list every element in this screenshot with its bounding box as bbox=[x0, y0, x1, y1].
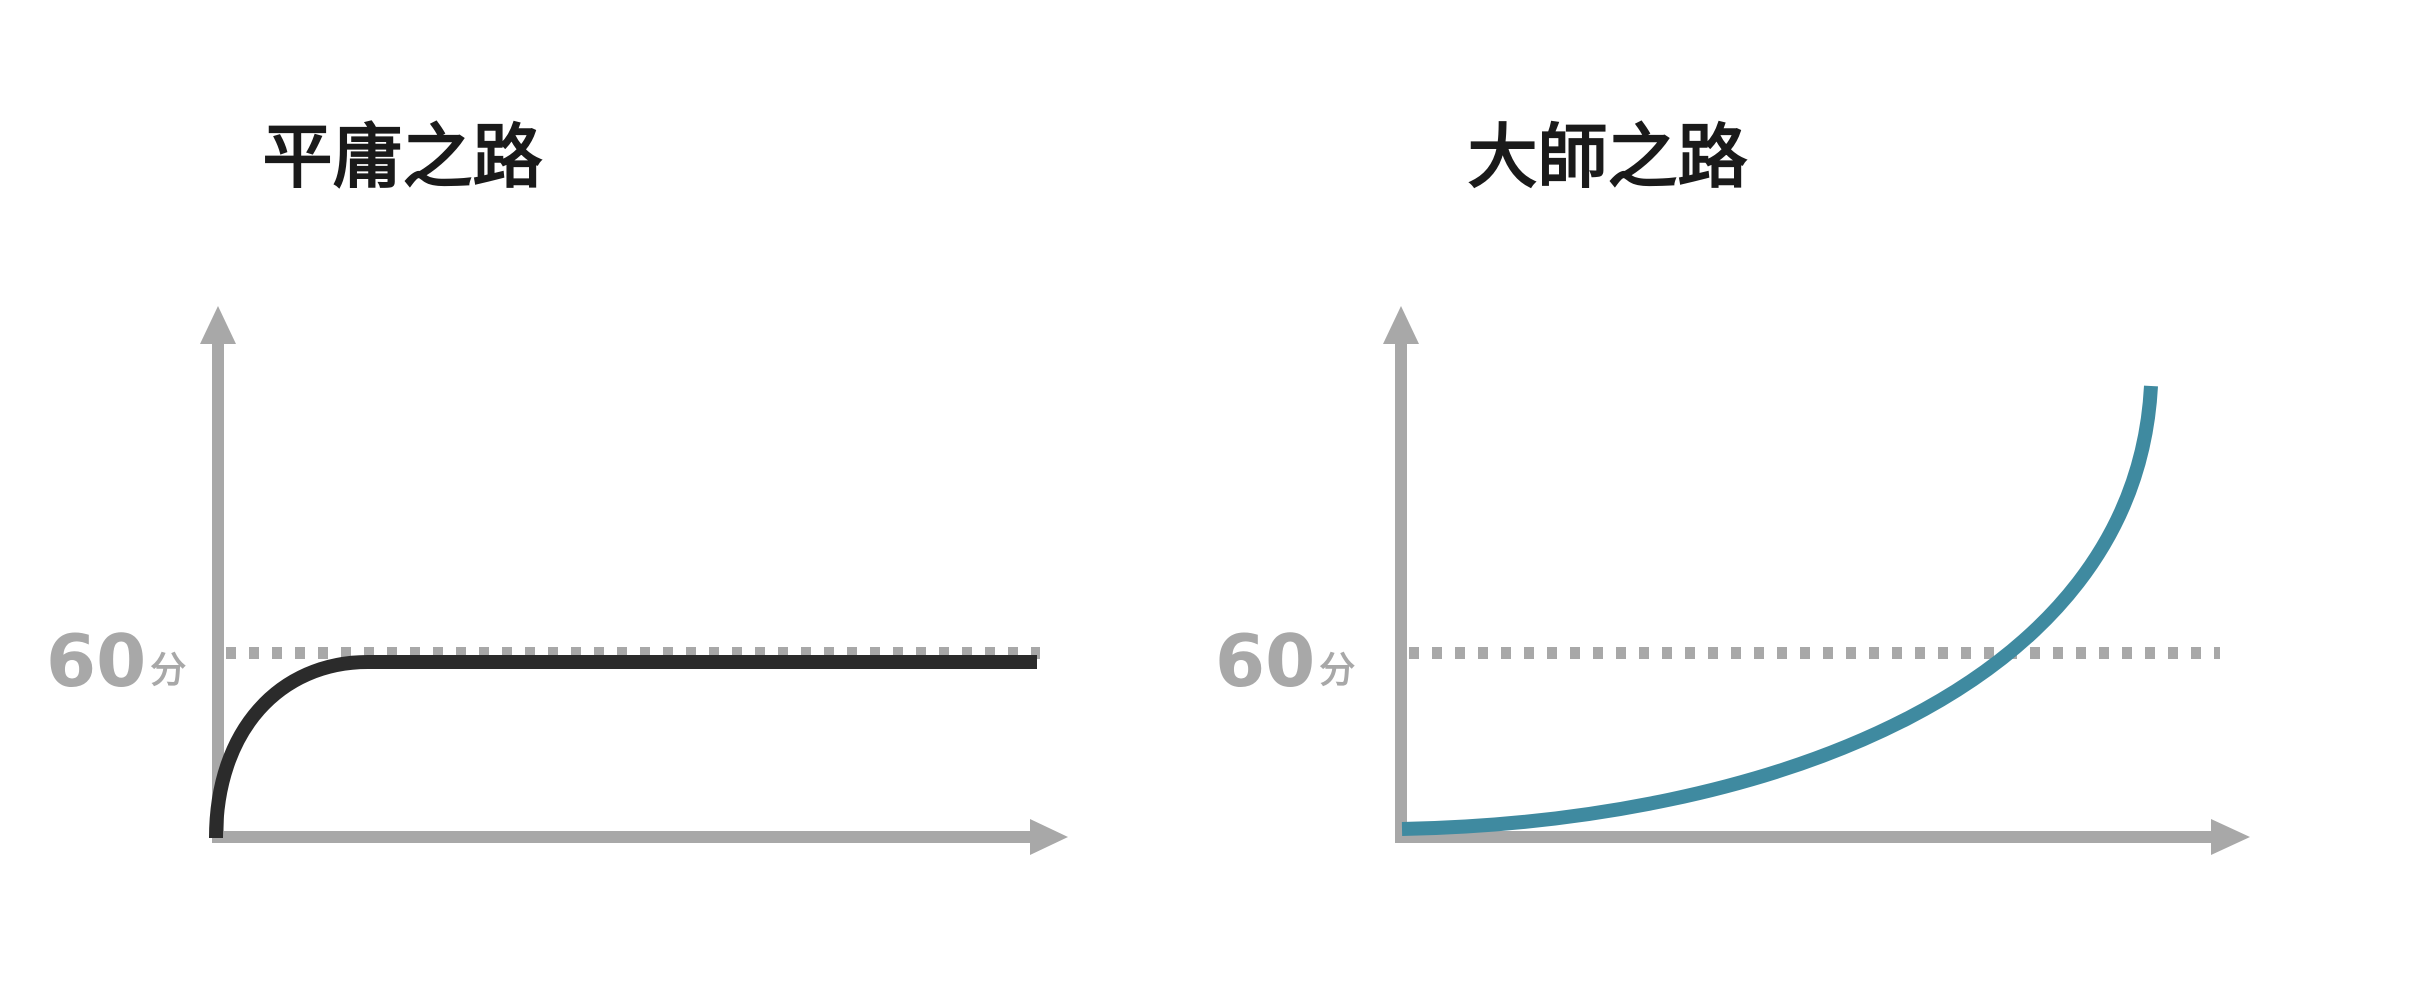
x-axis-arrow-icon bbox=[2211, 819, 2250, 855]
y-axis-arrow-icon bbox=[1383, 306, 1419, 344]
mediocre-path-panel: 平庸之路 60 分 bbox=[46, 116, 1068, 855]
threshold-value: 60 bbox=[46, 619, 146, 703]
master-curve bbox=[1401, 385, 2158, 836]
threshold-value: 60 bbox=[1215, 619, 1315, 703]
y-axis-arrow-icon bbox=[200, 306, 236, 344]
mediocre-path-diagram: 60 分 bbox=[46, 306, 1068, 855]
threshold-label: 60 分 bbox=[1215, 619, 1355, 703]
master-path-panel: 大師之路 60 分 bbox=[1205, 0, 2410, 1000]
master-path-diagram: 60 分 bbox=[1215, 306, 2250, 855]
threshold-unit: 分 bbox=[150, 650, 186, 691]
threshold-label: 60 分 bbox=[46, 619, 186, 703]
x-axis-arrow-icon bbox=[1030, 819, 1068, 855]
mediocre-curve bbox=[209, 655, 1037, 839]
mediocre-path-title: 平庸之路 bbox=[262, 116, 543, 198]
threshold-unit: 分 bbox=[1319, 650, 1355, 691]
master-path-title: 大師之路 bbox=[1467, 116, 1748, 198]
